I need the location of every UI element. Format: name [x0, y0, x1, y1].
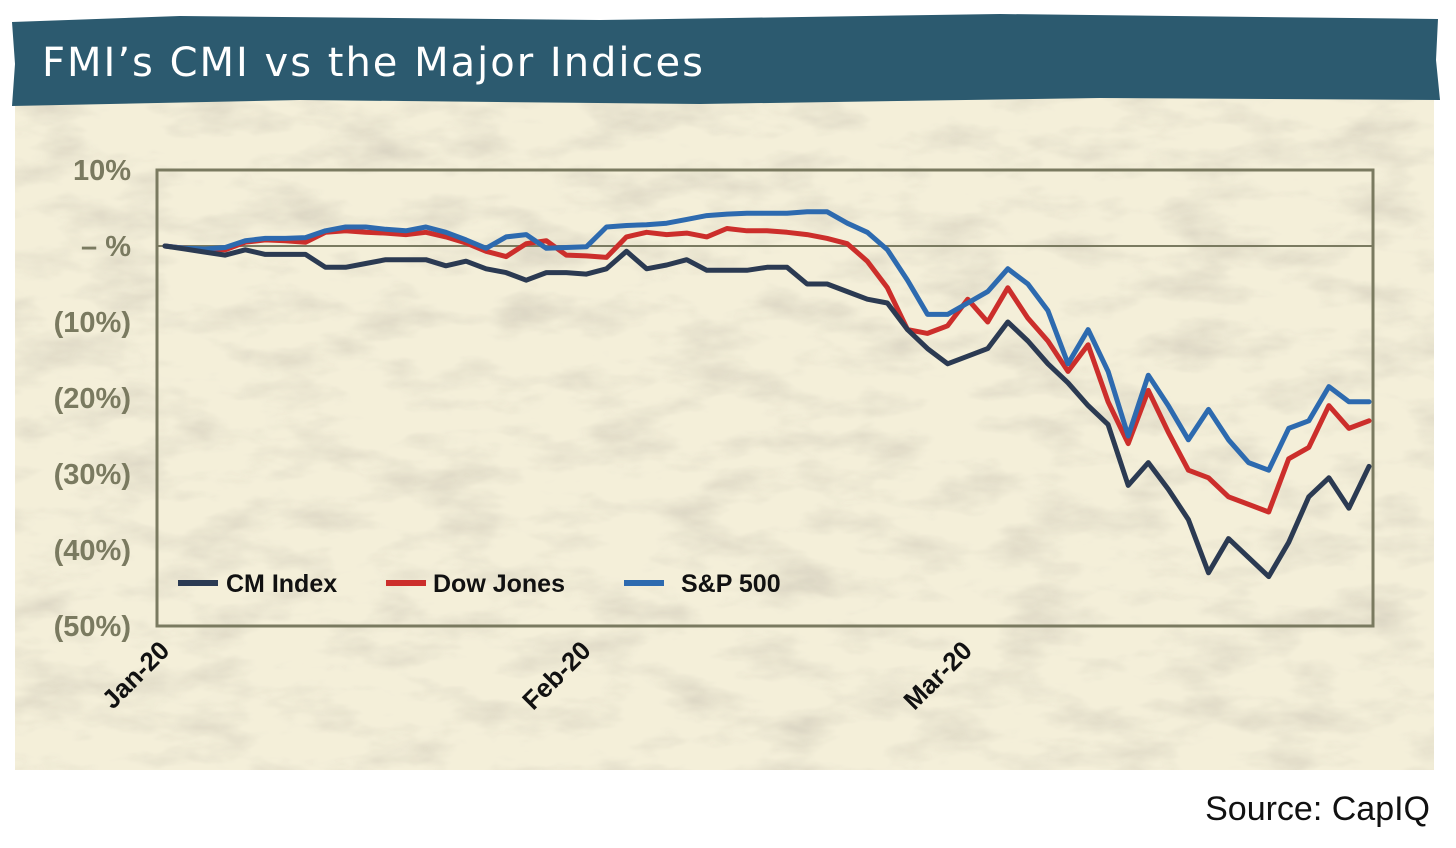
y-tick-label: (10%) [54, 307, 131, 339]
y-tick-label: (30%) [54, 459, 131, 491]
series-line-dow-jones [162, 226, 1372, 515]
legend-label-dow-jones: Dow Jones [433, 570, 565, 598]
y-tick-label: (50%) [54, 611, 131, 643]
series-line-sp500 [162, 209, 1372, 473]
series-lines [162, 209, 1372, 580]
y-tick-label: – % [81, 231, 131, 263]
series-line-cm-index [162, 243, 1372, 580]
legend-label-sp500: S&P 500 [681, 570, 781, 598]
y-tick-label: (20%) [54, 383, 131, 415]
y-axis: 10% – % (10%) (20%) (30%) (40%) (50%) [54, 155, 132, 643]
title-bar [12, 14, 1440, 106]
y-tick-label: 10% [73, 155, 131, 187]
y-tick-label: (40%) [54, 535, 131, 567]
legend-label-cm-index: CM Index [226, 570, 337, 598]
plot-frame [155, 168, 1375, 628]
source-note: Source: CapIQ [1205, 790, 1430, 828]
background-texture [15, 95, 1434, 770]
legend: CM Index Dow Jones S&P 500 [178, 570, 781, 598]
chart-title: FMI’s CMI vs the Major Indices [42, 40, 705, 86]
